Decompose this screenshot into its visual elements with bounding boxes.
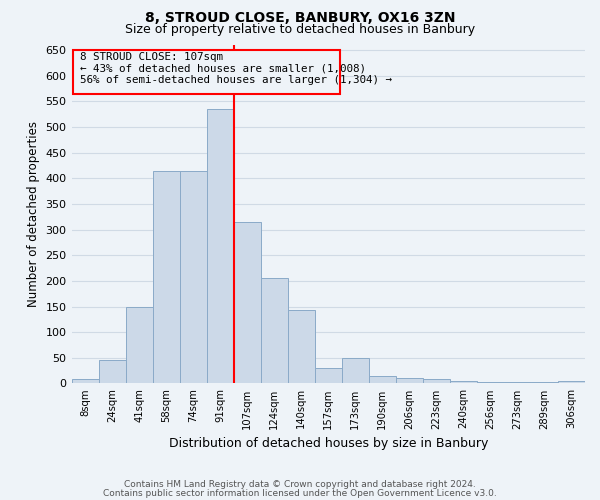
Bar [206,109,233,384]
Bar [315,368,342,384]
Bar [558,381,585,384]
Text: Size of property relative to detached houses in Banbury: Size of property relative to detached ho… [125,22,475,36]
Bar [504,382,531,384]
Bar [450,381,477,384]
Text: Contains HM Land Registry data © Crown copyright and database right 2024.: Contains HM Land Registry data © Crown c… [124,480,476,489]
Bar [261,278,288,384]
Bar [477,382,504,384]
Y-axis label: Number of detached properties: Number of detached properties [27,121,40,307]
Bar [288,310,315,384]
Bar [152,170,179,384]
Text: 8 STROUD CLOSE: 107sqm
← 43% of detached houses are smaller (1,008)
56% of semi-: 8 STROUD CLOSE: 107sqm ← 43% of detached… [80,52,392,85]
Bar [125,306,152,384]
Bar [342,358,369,384]
Bar [369,376,396,384]
Bar [71,380,98,384]
Bar [98,360,125,384]
FancyBboxPatch shape [73,50,340,94]
Bar [233,222,261,384]
Text: Contains public sector information licensed under the Open Government Licence v3: Contains public sector information licen… [103,488,497,498]
X-axis label: Distribution of detached houses by size in Banbury: Distribution of detached houses by size … [169,437,488,450]
Text: 8, STROUD CLOSE, BANBURY, OX16 3ZN: 8, STROUD CLOSE, BANBURY, OX16 3ZN [145,11,455,25]
Bar [396,378,423,384]
Bar [179,170,206,384]
Bar [531,382,558,384]
Bar [423,380,450,384]
